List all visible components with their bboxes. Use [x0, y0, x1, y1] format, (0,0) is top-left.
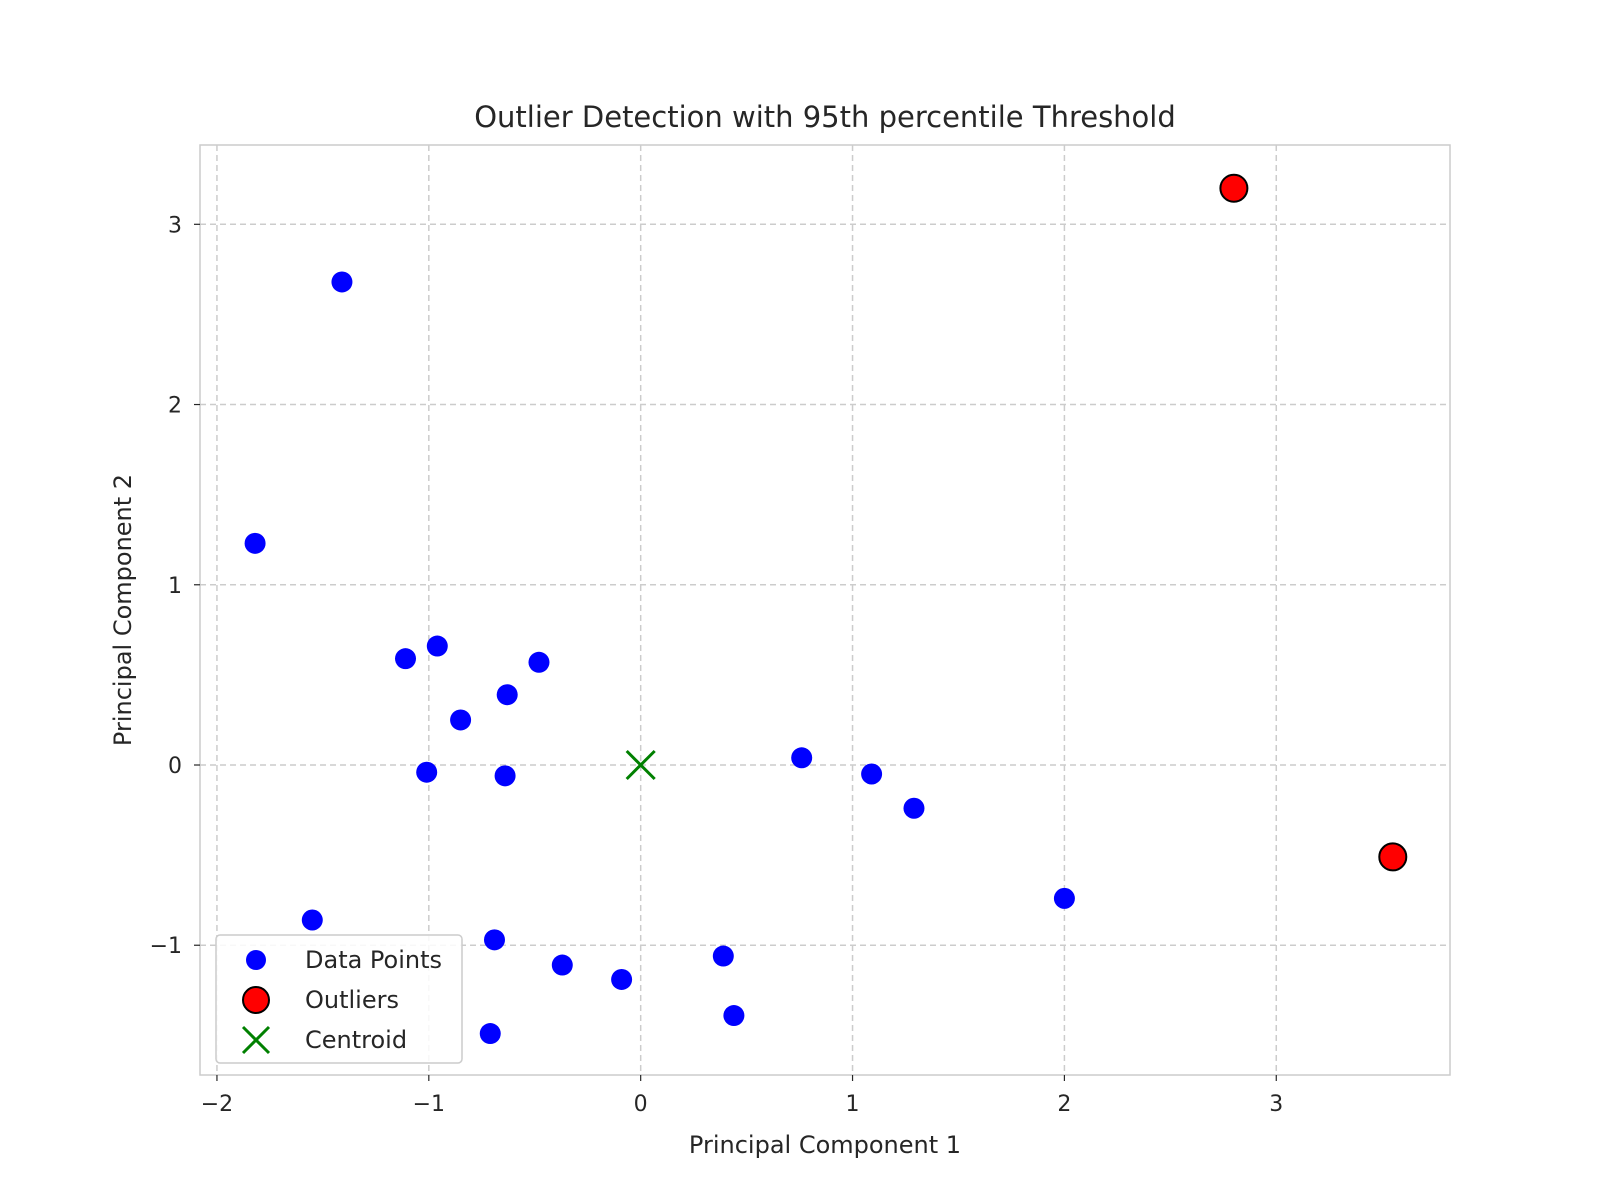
data-point	[483, 929, 505, 951]
legend-data-points-label: Data Points	[305, 946, 442, 974]
plot-frame	[199, 144, 1451, 1076]
data-point	[551, 954, 573, 976]
y-tick-label: 1	[168, 574, 182, 599]
data-point	[301, 909, 323, 931]
data-point	[1053, 887, 1075, 909]
x-tick-label: −2	[201, 1092, 233, 1117]
legend-data-points-marker	[246, 950, 266, 970]
data-point	[791, 747, 813, 769]
legend-centroid-marker	[241, 1025, 271, 1055]
x-tick-label: −1	[413, 1092, 445, 1117]
x-tick-label: 3	[1269, 1092, 1283, 1117]
axis-ticks: −2 −1 0 1 2 3 −1 0 1 2 3	[150, 213, 1284, 1117]
y-tick-label: −1	[150, 934, 182, 959]
data-point	[331, 271, 353, 293]
y-tick-label: 3	[168, 213, 182, 238]
legend-outliers-label: Outliers	[305, 986, 399, 1014]
data-point	[416, 761, 438, 783]
data-point	[450, 709, 472, 731]
data-point	[395, 648, 417, 670]
y-tick-label: 2	[168, 394, 182, 419]
data-point	[723, 1005, 745, 1027]
x-tick-label: 1	[846, 1092, 860, 1117]
outlier-point	[1219, 173, 1249, 203]
y-tick-label: 0	[168, 754, 182, 779]
outlier-point	[1378, 842, 1408, 872]
data-point	[611, 968, 633, 990]
legend-box	[215, 934, 463, 1064]
y-axis-title: Principal Component 2	[109, 474, 137, 746]
plot-area	[200, 145, 1450, 1075]
x-tick-label: 0	[634, 1092, 648, 1117]
data-point	[861, 763, 883, 785]
grid-lines	[200, 145, 1450, 1075]
data-point	[528, 651, 550, 673]
legend-outliers-marker	[242, 986, 270, 1014]
data-point	[426, 635, 448, 657]
x-axis-title: Principal Component 1	[689, 1131, 961, 1159]
legend-centroid-label: Centroid	[305, 1026, 407, 1054]
data-point	[496, 684, 518, 706]
data-point	[494, 765, 516, 787]
data-point	[479, 1023, 501, 1045]
legend: Data Points Outliers Centroid	[215, 934, 463, 1064]
data-points-layer	[244, 173, 1408, 1045]
data-point	[903, 797, 925, 819]
chart-title: Outlier Detection with 95th percentile T…	[474, 100, 1176, 134]
data-point	[244, 532, 266, 554]
x-tick-label: 2	[1057, 1092, 1071, 1117]
centroid-marker	[625, 749, 656, 781]
data-point	[712, 945, 734, 967]
